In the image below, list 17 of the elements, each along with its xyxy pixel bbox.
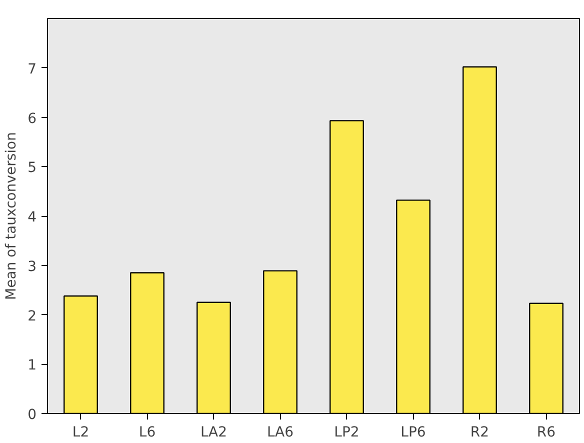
x-tick-label: R6: [536, 424, 556, 440]
y-tick-label: 3: [28, 258, 37, 275]
x-tick-label: LA2: [200, 424, 228, 440]
x-tick-label: L2: [72, 424, 90, 440]
y-tick-label: 5: [28, 160, 37, 176]
y-tick-label: 2: [28, 308, 37, 324]
y-tick-label: 7: [28, 61, 37, 78]
x-tick-label: LA6: [266, 424, 294, 440]
x-tick-label: R2: [470, 424, 490, 440]
y-tick-label: 1: [28, 358, 37, 374]
x-tick-label: LP6: [400, 424, 426, 440]
x-tick-label: LP2: [334, 424, 360, 440]
x-tick-label: L6: [138, 424, 156, 440]
y-tick-label: 4: [28, 210, 37, 226]
y-tick-label: 0: [28, 407, 37, 423]
y-tick-label: 6: [28, 110, 37, 127]
y-axis-title: Mean of tauxconversion: [4, 132, 20, 300]
